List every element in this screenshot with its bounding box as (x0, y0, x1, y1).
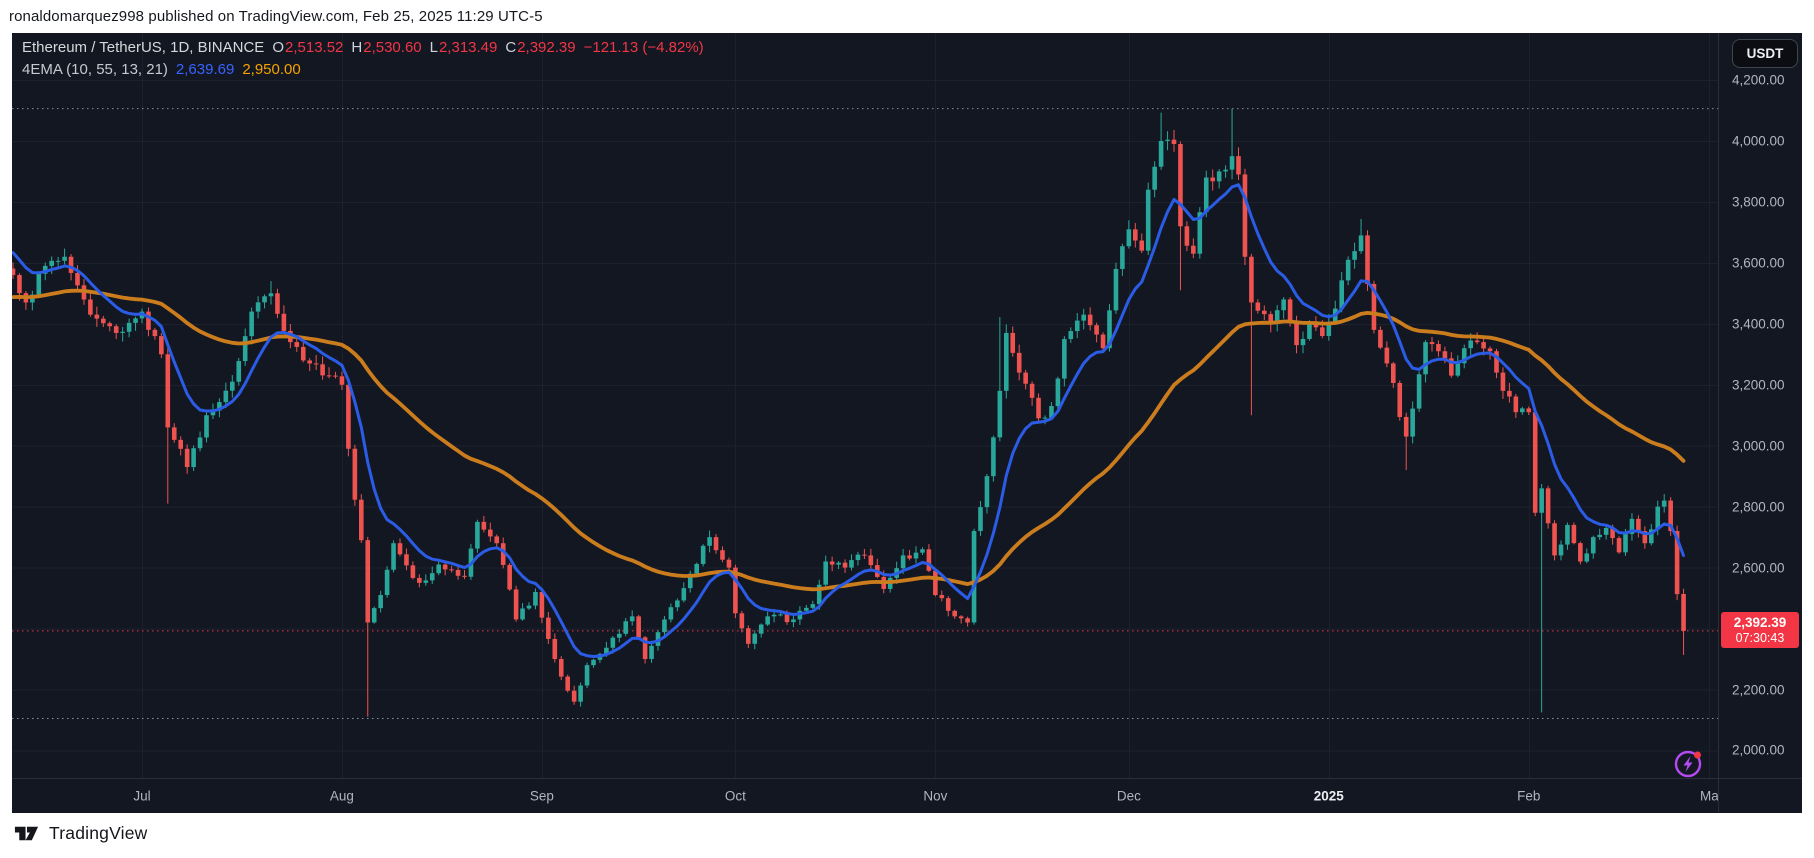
price-tick: 4,200.00 (1732, 72, 1785, 88)
gridlines (12, 33, 1718, 778)
indicator-row: 4EMA (10, 55, 13, 21) 2,639.69 2,950.00 (22, 61, 704, 83)
candles-layer (12, 108, 1686, 717)
ema-55-line (12, 288, 1686, 592)
price-tick: 2,000.00 (1732, 742, 1785, 758)
last-price-label: 2,392.39 07:30:43 (1721, 611, 1799, 648)
tradingview-wordmark: TradingView (49, 823, 148, 843)
bar-countdown: 07:30:43 (1735, 630, 1785, 645)
price-level-lines (12, 108, 1718, 719)
price-tick: 2,600.00 (1732, 560, 1785, 576)
price-axis[interactable]: USDT 2,392.39 07:30:43 4,200.00 4,000.00 3… (1718, 33, 1802, 778)
time-tick: 2025 (1313, 788, 1344, 804)
chart-panel: Ethereum / TetherUS, 1D, BINANCE O 2,513.… (12, 33, 1802, 813)
symbol-title: Ethereum / TetherUS, 1D, BINANCE (22, 39, 265, 56)
currency-toggle-button[interactable]: USDT (1732, 39, 1798, 68)
price-tick: 3,800.00 (1732, 194, 1785, 210)
chart-legend: Ethereum / TetherUS, 1D, BINANCE O 2,513.… (22, 39, 704, 83)
ohlc-low: L 2,313.49 (429, 39, 498, 56)
time-tick: Aug (329, 788, 354, 804)
price-tick: 4,000.00 (1732, 133, 1785, 149)
publish-attribution: ronaldomarquez998 published on TradingVi… (9, 8, 543, 25)
time-tick: Ma (1699, 788, 1719, 804)
time-tick: Dec (1116, 788, 1141, 804)
ohlc-high: H 2,530.60 (351, 39, 422, 56)
ohlc-close: C 2,392.39 (505, 39, 576, 56)
price-chart-canvas[interactable] (12, 33, 1718, 778)
price-tick: 3,600.00 (1732, 255, 1785, 271)
last-price-value: 2,392.39 (1733, 614, 1787, 630)
price-tick: 2,200.00 (1732, 682, 1785, 697)
time-axis[interactable]: Jul Aug Sep Oct Nov Dec 2025 Feb Ma (12, 778, 1802, 813)
ema-slow-value: 2,950.00 (242, 61, 301, 78)
time-tick: Jul (133, 788, 151, 804)
price-tick: 3,000.00 (1732, 438, 1785, 454)
price-tick: 3,200.00 (1732, 377, 1785, 393)
price-tick: 3,400.00 (1732, 316, 1785, 332)
lightning-icon (1674, 750, 1702, 778)
time-tick: Oct (724, 788, 746, 804)
time-tick: Nov (923, 788, 948, 804)
indicator-name: 4EMA (10, 55, 13, 21) (22, 61, 168, 78)
tradingview-logo-icon (14, 826, 39, 841)
time-tick: Feb (1517, 788, 1541, 804)
footer-brand[interactable]: TradingView (13, 820, 148, 847)
ema-fast-value: 2,639.69 (175, 61, 235, 78)
ohlc-open: O 2,513.52 (272, 39, 344, 56)
price-tick: 2,800.00 (1732, 499, 1785, 515)
flash-ideas-button[interactable] (1674, 749, 1703, 778)
change-value: −121.13 (−4.82%) (583, 39, 704, 56)
symbol-ohlc-row: Ethereum / TetherUS, 1D, BINANCE O 2,513.… (22, 39, 704, 61)
time-tick: Sep (529, 788, 554, 804)
ema-10-line (12, 183, 1685, 658)
axis-corner (1718, 778, 1802, 812)
